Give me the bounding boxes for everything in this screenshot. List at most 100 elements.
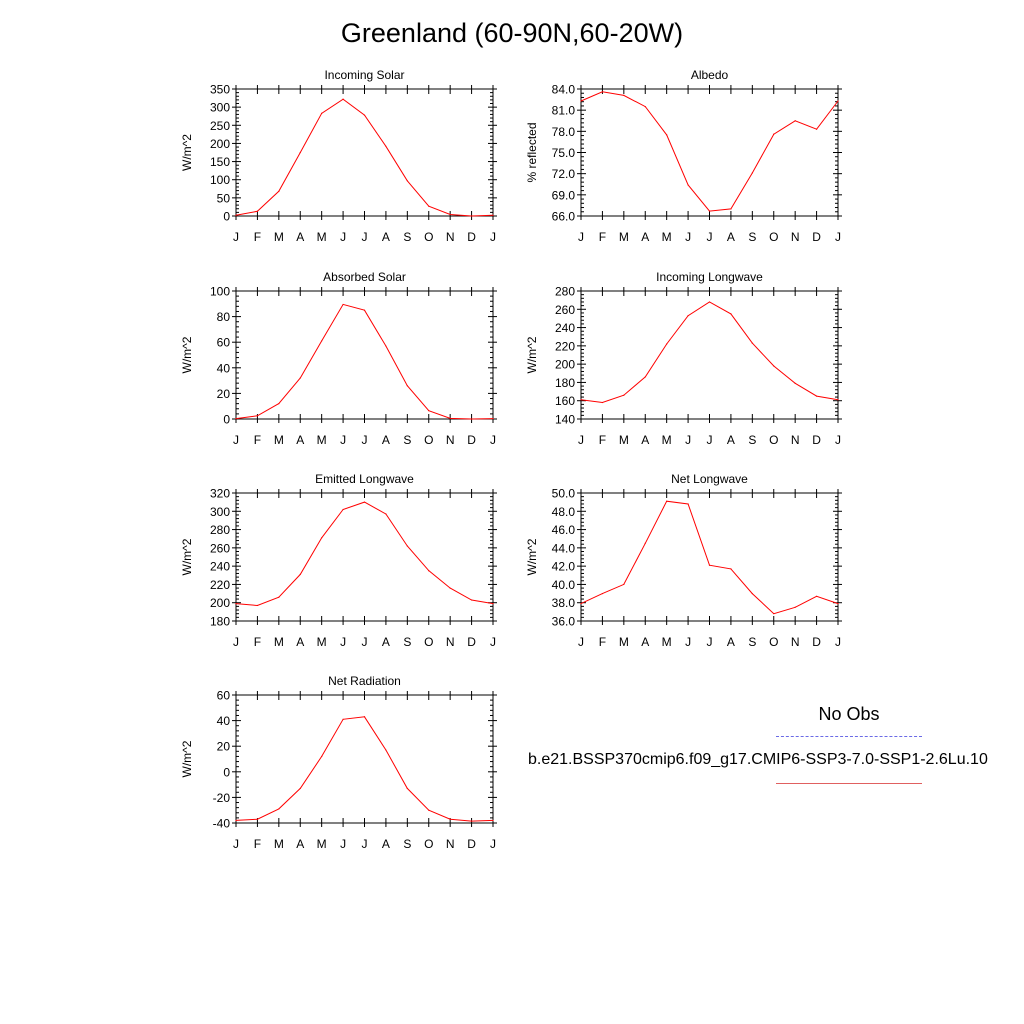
data-point bbox=[406, 545, 408, 547]
data-point bbox=[623, 394, 625, 396]
y-tick-label: 50 bbox=[217, 191, 231, 205]
x-tick-label: J bbox=[685, 433, 691, 447]
data-point bbox=[708, 210, 711, 212]
x-tick-label: N bbox=[791, 433, 800, 447]
x-tick-label: M bbox=[317, 837, 327, 851]
data-point bbox=[363, 309, 366, 311]
x-tick-label: A bbox=[296, 230, 304, 244]
data-point bbox=[666, 134, 668, 136]
y-axis-label: W/m^2 bbox=[180, 740, 194, 777]
y-tick-label: 300 bbox=[210, 505, 230, 519]
data-point bbox=[470, 820, 473, 822]
x-tick-label: F bbox=[254, 230, 261, 244]
data-point bbox=[385, 749, 387, 751]
data-point bbox=[773, 365, 775, 367]
data-point bbox=[363, 501, 366, 503]
chart-panel: Net Longwave W/m^2 36.0 38.0 40.0 42.0 44.0 46.… bbox=[525, 472, 842, 649]
y-tick-label: 50.0 bbox=[552, 487, 576, 501]
data-point bbox=[449, 818, 451, 820]
x-tick-label: A bbox=[727, 433, 735, 447]
y-tick-label: 78.0 bbox=[552, 125, 576, 139]
x-tick-label: M bbox=[274, 433, 284, 447]
y-tick-label: 150 bbox=[210, 155, 230, 169]
data-point bbox=[580, 399, 582, 401]
x-tick-label: M bbox=[619, 433, 629, 447]
x-tick-label: J bbox=[707, 433, 713, 447]
y-tick-label: 81.0 bbox=[552, 104, 576, 118]
x-tick-label: M bbox=[662, 230, 672, 244]
data-point bbox=[406, 787, 408, 790]
x-tick-label: A bbox=[296, 635, 304, 649]
data-point bbox=[278, 190, 280, 192]
data-point bbox=[321, 537, 323, 539]
data-point bbox=[708, 301, 711, 303]
y-tick-label: 140 bbox=[555, 413, 575, 427]
data-point bbox=[794, 606, 796, 608]
y-tick-label: 42.0 bbox=[552, 560, 576, 574]
data-point bbox=[815, 395, 818, 397]
series-line bbox=[235, 501, 494, 607]
y-tick-label: 160 bbox=[555, 394, 575, 408]
x-tick-label: J bbox=[233, 230, 239, 244]
data-point bbox=[342, 718, 344, 720]
x-tick-label: F bbox=[599, 433, 606, 447]
data-point bbox=[235, 214, 237, 216]
y-tick-label: 180 bbox=[555, 376, 575, 390]
data-point bbox=[342, 508, 344, 511]
data-point bbox=[666, 343, 668, 345]
x-tick-label: J bbox=[490, 230, 496, 244]
x-tick-label: F bbox=[599, 230, 606, 244]
y-tick-label: 75.0 bbox=[552, 146, 576, 160]
panel-title: Incoming Longwave bbox=[656, 270, 763, 284]
x-tick-label: F bbox=[254, 837, 261, 851]
y-tick-label: 200 bbox=[555, 358, 575, 372]
plot-frame bbox=[580, 492, 839, 622]
panel-title: Emitted Longwave bbox=[315, 472, 414, 486]
x-tick-label: F bbox=[254, 433, 261, 447]
y-tick-label: 40.0 bbox=[552, 578, 576, 592]
data-point bbox=[601, 91, 604, 93]
x-tick-label: J bbox=[233, 635, 239, 649]
x-tick-label: A bbox=[727, 635, 735, 649]
x-tick-label: D bbox=[812, 230, 821, 244]
data-point bbox=[428, 205, 430, 207]
y-tick-label: 260 bbox=[555, 303, 575, 317]
series-line bbox=[235, 303, 494, 420]
data-point bbox=[256, 818, 259, 820]
data-point bbox=[299, 377, 301, 379]
data-point bbox=[751, 592, 753, 595]
x-tick-label: S bbox=[748, 230, 756, 244]
y-tick-label: 220 bbox=[555, 339, 575, 353]
data-point bbox=[815, 128, 818, 130]
plot-frame bbox=[580, 290, 839, 420]
data-point bbox=[428, 410, 430, 412]
y-tick-label: 0 bbox=[223, 413, 230, 427]
data-point bbox=[580, 603, 582, 605]
x-tick-label: S bbox=[748, 433, 756, 447]
chart-panel: Emitted Longwave W/m^2 180 200 220 240 260 280 3… bbox=[180, 472, 497, 649]
data-point bbox=[492, 418, 494, 420]
x-tick-label: J bbox=[362, 837, 368, 851]
x-tick-label: J bbox=[707, 230, 713, 244]
data-point bbox=[773, 133, 775, 135]
x-tick-label: M bbox=[619, 635, 629, 649]
data-point bbox=[773, 613, 775, 615]
x-tick-label: J bbox=[835, 433, 841, 447]
data-point bbox=[644, 376, 646, 378]
data-point bbox=[363, 716, 366, 718]
y-tick-label: 100 bbox=[210, 285, 230, 299]
x-tick-label: N bbox=[791, 635, 800, 649]
data-point bbox=[492, 214, 494, 216]
x-tick-label: J bbox=[578, 635, 584, 649]
data-point bbox=[256, 210, 259, 212]
x-tick-label: D bbox=[812, 433, 821, 447]
data-point bbox=[837, 399, 839, 401]
x-tick-label: N bbox=[446, 837, 455, 851]
x-tick-label: J bbox=[362, 230, 368, 244]
data-point bbox=[837, 603, 839, 605]
data-point bbox=[278, 596, 280, 598]
y-tick-label: 240 bbox=[555, 321, 575, 335]
x-tick-label: O bbox=[769, 433, 778, 447]
data-point bbox=[492, 819, 494, 822]
data-point bbox=[751, 342, 753, 344]
